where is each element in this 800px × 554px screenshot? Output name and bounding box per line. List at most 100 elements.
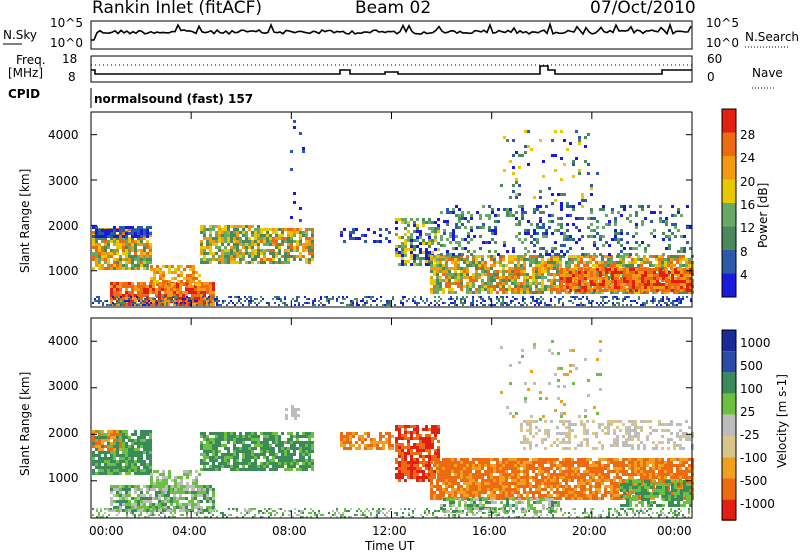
power-cell xyxy=(248,255,251,258)
velocity-cell xyxy=(290,456,293,459)
power-cell xyxy=(600,296,602,298)
velocity-cell xyxy=(119,448,122,451)
velocity-cell xyxy=(170,500,173,503)
power-cell xyxy=(460,267,463,270)
velocity-cell xyxy=(209,497,212,500)
velocity-cell xyxy=(308,444,311,447)
power-cell xyxy=(446,220,449,223)
power-cell xyxy=(200,249,203,252)
power-cell xyxy=(548,187,551,190)
power-cell xyxy=(308,252,311,255)
power-cell xyxy=(455,241,458,244)
power-cell xyxy=(206,258,209,261)
velocity-cell xyxy=(146,439,149,442)
power-cell xyxy=(550,288,553,291)
power-cell xyxy=(236,302,238,304)
power-cell xyxy=(104,243,107,246)
power-cell xyxy=(455,247,458,250)
power-cell xyxy=(170,288,173,291)
power-cell xyxy=(659,211,662,214)
velocity-cell xyxy=(116,500,119,503)
velocity-cell xyxy=(457,467,460,470)
power-cell xyxy=(212,297,215,300)
velocity-cell xyxy=(290,459,293,462)
power-cell xyxy=(384,304,386,306)
power-cell xyxy=(254,234,257,237)
power-cell xyxy=(572,175,575,178)
velocity-cell xyxy=(206,456,209,459)
power-cell xyxy=(542,175,545,178)
power-cell xyxy=(419,260,422,263)
velocity-cell xyxy=(281,441,284,444)
power-cell xyxy=(419,236,422,239)
power-cell xyxy=(328,298,330,300)
power-cell xyxy=(500,302,502,304)
power-cell xyxy=(632,286,635,289)
power-cell xyxy=(539,226,542,229)
power-cell xyxy=(299,240,302,243)
power-cell xyxy=(664,258,667,261)
power-cell xyxy=(539,217,542,220)
power-cell xyxy=(647,205,650,208)
velocity-cell xyxy=(149,460,152,463)
power-cell xyxy=(430,270,433,273)
power-cell xyxy=(569,277,572,280)
power-cell xyxy=(599,277,602,280)
power-cell xyxy=(521,211,524,214)
power-cell xyxy=(563,253,566,256)
power-cell xyxy=(532,258,535,261)
velocity-cell xyxy=(481,482,484,485)
power-cell xyxy=(134,267,137,270)
power-cell xyxy=(412,300,414,302)
power-cell xyxy=(461,211,464,214)
power-cell xyxy=(617,268,620,271)
power-cell xyxy=(287,237,290,240)
power-cell xyxy=(110,255,113,258)
power-cell xyxy=(461,247,464,250)
velocity-cell xyxy=(107,433,110,436)
power-cell xyxy=(428,227,431,230)
power-cell xyxy=(149,261,152,264)
power-cell xyxy=(622,291,625,294)
power-cell xyxy=(569,238,572,241)
power-cell xyxy=(686,283,689,286)
power-cell xyxy=(134,303,137,306)
velocity-cell xyxy=(475,473,478,476)
power-cell xyxy=(119,267,122,270)
power-cell xyxy=(632,300,634,302)
power-cell xyxy=(170,300,172,302)
power-cell xyxy=(466,273,469,276)
velocity-cell xyxy=(140,445,143,448)
power-cell xyxy=(143,291,146,294)
velocity-cell xyxy=(119,485,122,488)
power-cell xyxy=(388,302,390,304)
power-cell xyxy=(496,261,499,264)
power-cell xyxy=(218,255,221,258)
power-cell xyxy=(320,296,322,298)
power-cell xyxy=(428,251,431,254)
power-cell xyxy=(197,288,200,291)
power-cell xyxy=(395,227,398,230)
power-cell xyxy=(593,289,596,292)
power-cell xyxy=(535,291,538,294)
power-cell xyxy=(128,232,131,235)
power-cell xyxy=(174,298,176,300)
power-cell xyxy=(263,228,266,231)
power-cell xyxy=(198,283,201,286)
power-cell xyxy=(658,255,661,258)
power-cell xyxy=(140,261,143,264)
velocity-cell xyxy=(164,500,167,503)
power-cell xyxy=(470,238,473,241)
power-cell xyxy=(502,288,505,291)
power-cell xyxy=(583,291,586,294)
power-cell xyxy=(620,289,623,292)
power-cell xyxy=(450,302,452,304)
power-cell xyxy=(182,294,185,297)
power-cell xyxy=(299,219,302,222)
power-cell xyxy=(110,267,113,270)
power-cell xyxy=(635,253,638,256)
power-cell xyxy=(506,304,508,306)
power-cell xyxy=(328,302,330,304)
power-cell xyxy=(379,228,382,231)
power-cell xyxy=(523,288,526,291)
